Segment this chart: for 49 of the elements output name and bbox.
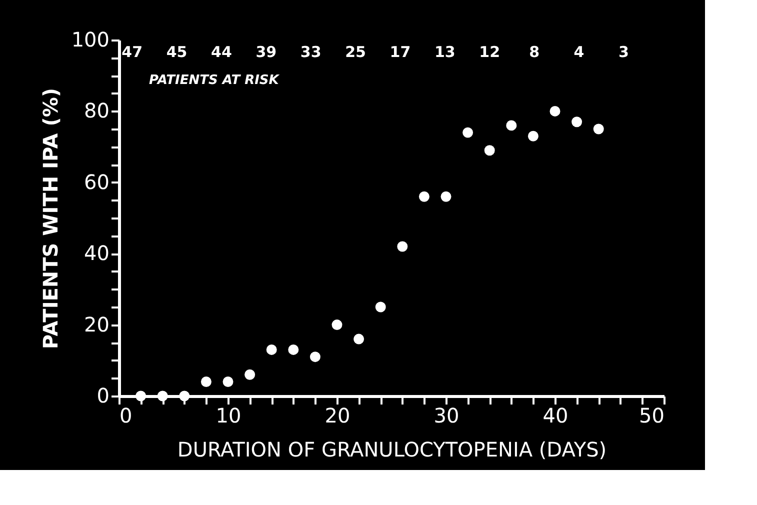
point <box>440 191 452 202</box>
x-axis-title: DURATION OF GRANULOCYTOPENIA (DAYS) <box>177 438 607 462</box>
point <box>288 344 299 355</box>
point <box>136 390 146 402</box>
annotation: 39 <box>256 43 277 61</box>
x-tick-label: 30 <box>434 404 460 428</box>
point <box>179 390 190 402</box>
x-tick-label: 0 <box>120 404 132 428</box>
point <box>418 191 430 202</box>
y-tick-label: 100 <box>71 28 110 52</box>
point <box>550 106 560 116</box>
annotation: 33 <box>300 43 322 61</box>
point <box>506 120 517 131</box>
annotation: 44 <box>211 43 232 61</box>
y-tick-label: 60 <box>84 170 110 194</box>
x-tick-label: 10 <box>216 404 242 428</box>
point <box>593 124 604 134</box>
point <box>462 127 474 138</box>
point <box>200 376 212 387</box>
point <box>266 344 277 355</box>
annotation: 3 <box>618 43 629 61</box>
y-tick-label: 0 <box>96 384 110 408</box>
point <box>354 334 364 344</box>
annotation: 17 <box>390 43 411 61</box>
point <box>310 352 320 362</box>
y-tick-label: 20 <box>84 312 110 336</box>
point <box>375 302 386 312</box>
annotation: 13 <box>434 43 456 61</box>
y-tick-label: 40 <box>84 241 110 266</box>
annotation: 8 <box>529 43 540 61</box>
annotation: 12 <box>479 43 500 61</box>
y-axis-title: PATIENTS WITH IPA (%) <box>38 88 62 350</box>
point <box>528 130 538 142</box>
point <box>332 320 342 330</box>
point <box>222 376 234 387</box>
annotation: 4 <box>574 43 584 61</box>
y-tick-label: 80 <box>84 98 110 123</box>
x-tick-label: 40 <box>542 404 568 428</box>
x-tick-label: 50 <box>639 404 664 428</box>
point <box>484 145 495 156</box>
annotation: 25 <box>345 43 366 61</box>
point <box>572 116 582 128</box>
point <box>397 241 408 252</box>
annotation: PATIENTS AT RISK <box>149 73 280 88</box>
annotation: 47 <box>122 43 143 61</box>
x-tick-label: 20 <box>324 404 350 428</box>
point <box>244 369 256 380</box>
annotation: 45 <box>166 43 188 61</box>
point <box>157 390 168 402</box>
